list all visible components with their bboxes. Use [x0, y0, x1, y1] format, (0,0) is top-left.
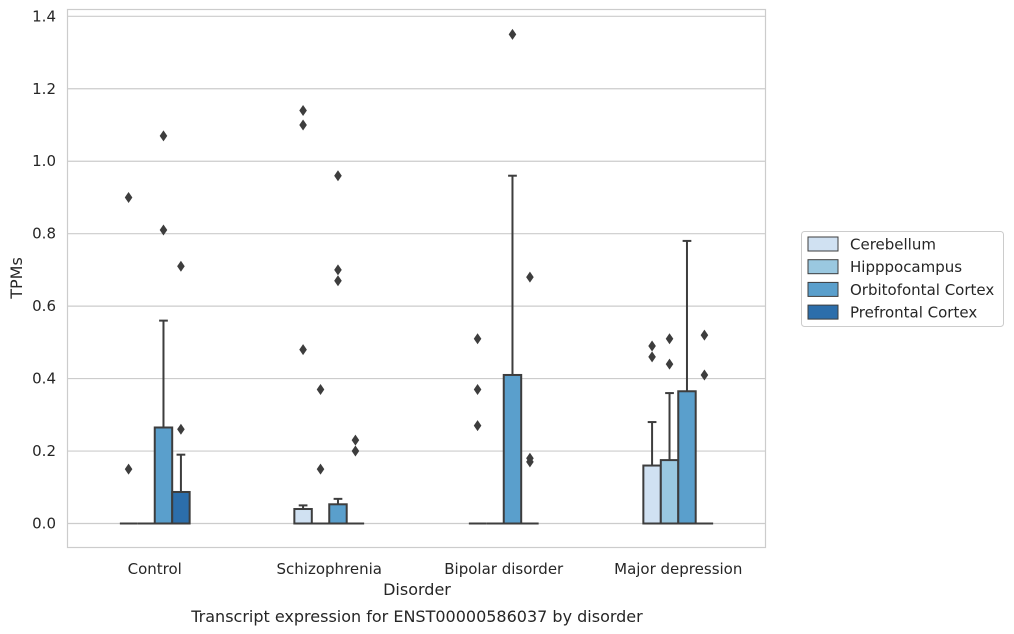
outlier-point [700, 369, 709, 381]
legend-frame [801, 231, 1004, 327]
y-tick-label: 0.6 [32, 297, 56, 315]
grid-lines [67, 15, 766, 525]
outlier-point [526, 271, 534, 283]
box [521, 271, 539, 525]
outlier-point [351, 434, 360, 446]
outlier-point [299, 104, 307, 116]
box [171, 260, 191, 525]
outlier-point [299, 344, 307, 356]
y-axis-ticks: 0.0 0.2 0.4 0.6 0.8 1.0 1.2 1.4 [32, 7, 56, 532]
box-body [328, 503, 348, 525]
box-body [153, 426, 174, 525]
outlier-point [299, 119, 307, 131]
y-tick-label: 0.0 [32, 515, 56, 533]
series-hipppocampus [137, 333, 680, 525]
box [311, 383, 330, 525]
x-tick-label: Control [128, 560, 182, 578]
legend: Cerebellum Hipppocampus Orbitofontal Corte… [801, 231, 1004, 327]
box [293, 104, 313, 525]
box [153, 130, 174, 525]
box [346, 434, 365, 525]
legend-label: Prefrontal Cortex [850, 304, 977, 322]
box [119, 191, 138, 525]
outlier-point [648, 351, 656, 363]
outlier-point [665, 358, 674, 370]
legend-label: Hipppocampus [850, 258, 962, 276]
box [328, 170, 348, 525]
box [677, 239, 697, 525]
outlier-point [665, 333, 674, 345]
outlier-point [473, 333, 482, 345]
outlier-point [473, 420, 482, 432]
outlier-point [526, 452, 534, 464]
legend-swatch [807, 281, 839, 297]
x-tick-label: Major depression [614, 560, 742, 578]
outlier-point [508, 28, 517, 40]
outlier-point [334, 170, 342, 182]
box [642, 340, 662, 525]
x-tick-label: Bipolar disorder [444, 560, 564, 578]
legend-label: Orbitofontal Cortex [850, 281, 994, 299]
outlier-point [177, 260, 185, 272]
box-body [293, 508, 313, 525]
y-tick-label: 1.4 [32, 7, 56, 25]
outlier-point [159, 224, 168, 236]
box-body [642, 464, 662, 525]
y-tick-label: 0.2 [32, 442, 56, 460]
outlier-point [177, 423, 185, 435]
y-tick-label: 1.0 [32, 152, 56, 170]
chart-caption: Transcript expression for ENST0000058603… [190, 607, 643, 626]
outlier-point [124, 191, 133, 203]
outlier-point [124, 463, 133, 475]
outlier-point [316, 463, 325, 475]
x-axis-title: Disorder [383, 580, 451, 599]
box-body [659, 459, 680, 525]
y-tick-label: 0.8 [32, 225, 56, 243]
box-body [502, 373, 523, 525]
box [659, 333, 680, 525]
outlier-point [700, 329, 709, 341]
outlier-point [648, 340, 656, 352]
legend-swatch [807, 259, 839, 275]
box [502, 28, 523, 525]
box [695, 329, 714, 525]
x-axis-ticks: Control Schizophrenia Bipolar disorder Majo… [128, 560, 743, 578]
outlier-point [351, 445, 360, 457]
legend-label: Cerebellum [850, 236, 936, 254]
y-axis-title: TPMs [7, 257, 26, 300]
plot-frame [66, 8, 767, 549]
outlier-point [334, 275, 342, 287]
legend-swatch [807, 304, 839, 320]
box [468, 333, 487, 525]
outlier-point [316, 383, 325, 395]
outlier-point [159, 130, 168, 142]
series-orbitofontal-cortex [153, 28, 697, 525]
outlier-point [473, 383, 482, 395]
outlier-point [334, 264, 342, 276]
box-body [677, 390, 697, 525]
x-tick-label: Schizophrenia [277, 560, 382, 578]
series-prefrontal-cortex [171, 260, 714, 525]
y-tick-label: 1.2 [32, 80, 56, 98]
box-series [119, 28, 714, 525]
legend-swatch [807, 236, 839, 252]
box-body [171, 490, 191, 525]
series-cerebellum [119, 104, 662, 525]
y-tick-label: 0.4 [32, 370, 56, 388]
